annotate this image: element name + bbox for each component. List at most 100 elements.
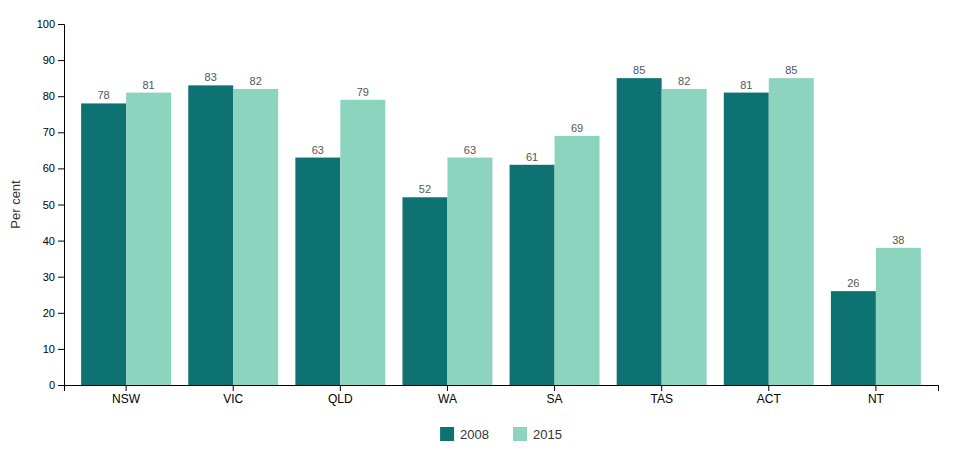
data-label: 82 <box>678 75 690 87</box>
bar <box>769 78 814 385</box>
bar <box>126 93 171 385</box>
bar <box>724 93 769 385</box>
y-tick: 70 <box>43 126 64 138</box>
y-tick: 10 <box>43 343 64 355</box>
data-label: 61 <box>526 151 538 163</box>
y-axis: 0 10 20 30 40 50 60 70 80 90 100 <box>37 18 65 391</box>
x-tick-label: TAS <box>650 392 672 406</box>
data-label: 78 <box>98 89 110 101</box>
x-tick-label: NT <box>868 392 885 406</box>
bar <box>510 165 555 385</box>
plot-area: 0 10 20 30 40 50 60 70 80 90 100 NSW VIC QLD WA SA TAS AC… <box>8 18 939 406</box>
y-tick: 40 <box>43 235 64 247</box>
bar <box>295 158 340 385</box>
bar <box>340 100 385 385</box>
x-tick: SA <box>547 385 563 406</box>
bar-series <box>81 78 876 385</box>
x-tick-label: ACT <box>757 392 782 406</box>
x-tick-label: NSW <box>112 392 141 406</box>
y-tick-mark <box>58 96 64 97</box>
legend: 2008 2015 <box>440 427 562 442</box>
legend-label: 2008 <box>460 427 489 442</box>
y-tick-label: 0 <box>49 379 55 391</box>
data-label: 38 <box>892 234 904 246</box>
axis-line <box>65 386 939 392</box>
y-tick-label: 50 <box>43 199 55 211</box>
bars <box>81 78 921 385</box>
y-tick: 60 <box>43 162 64 174</box>
y-tick: 80 <box>43 90 64 102</box>
bar <box>831 291 876 385</box>
bar <box>402 197 447 385</box>
bar <box>188 85 233 385</box>
legend-item: 2008 <box>440 427 489 442</box>
data-label: 52 <box>419 183 431 195</box>
bar <box>876 248 921 385</box>
y-tick-label: 80 <box>43 90 55 102</box>
y-tick: 100 <box>37 18 64 30</box>
y-tick: 90 <box>43 54 64 66</box>
y-tick: 0 <box>49 379 64 391</box>
data-label: 63 <box>464 144 476 156</box>
x-tick-mark <box>661 385 662 391</box>
data-label: 83 <box>205 71 217 83</box>
y-tick-mark <box>58 60 64 61</box>
y-tick-label: 100 <box>37 18 55 30</box>
x-tick-mark <box>768 385 769 391</box>
bar <box>555 136 600 385</box>
y-tick-label: 10 <box>43 343 55 355</box>
x-axis: NSW VIC QLD WA SA TAS ACT NT <box>65 385 939 406</box>
x-tick: WA <box>438 385 457 406</box>
y-tick-label: 70 <box>43 126 55 138</box>
y-tick-mark <box>58 24 64 25</box>
x-tick: VIC <box>223 385 243 406</box>
bar-series <box>126 78 921 385</box>
bar <box>662 89 707 385</box>
x-tick-label: VIC <box>223 392 243 406</box>
x-tick-label: WA <box>438 392 457 406</box>
bar <box>447 158 492 385</box>
data-label: 82 <box>250 75 262 87</box>
y-tick-mark <box>58 205 64 206</box>
data-label: 26 <box>847 277 859 289</box>
x-tick-label: SA <box>547 392 563 406</box>
data-label: 69 <box>571 122 583 134</box>
y-tick-mark <box>58 277 64 278</box>
data-label: 85 <box>633 64 645 76</box>
chart: 0 10 20 30 40 50 60 70 80 90 100 NSW VIC QLD WA SA TAS AC… <box>0 0 958 463</box>
y-tick-mark <box>58 168 64 169</box>
x-tick: NSW <box>112 385 141 406</box>
y-tick-label: 90 <box>43 54 55 66</box>
y-tick-label: 30 <box>43 271 55 283</box>
y-tick-mark <box>58 132 64 133</box>
legend-label: 2015 <box>533 427 562 442</box>
y-tick: 30 <box>43 271 64 283</box>
x-tick: ACT <box>757 385 782 406</box>
legend-swatch <box>440 427 454 441</box>
data-label: 81 <box>142 79 154 91</box>
x-tick-mark <box>340 385 341 391</box>
data-label: 79 <box>357 86 369 98</box>
bar <box>617 78 662 385</box>
y-tick-label: 20 <box>43 307 55 319</box>
y-tick-mark <box>58 241 64 242</box>
x-tick-mark <box>875 385 876 391</box>
bar <box>81 103 126 385</box>
x-tick-mark <box>554 385 555 391</box>
x-tick: NT <box>868 385 885 406</box>
data-label: 63 <box>312 144 324 156</box>
axis-line <box>58 25 65 386</box>
y-axis-title: Per cent <box>8 180 23 229</box>
x-tick: TAS <box>650 385 672 406</box>
x-tick-mark <box>233 385 234 391</box>
y-tick-mark <box>58 349 64 350</box>
x-tick-mark <box>447 385 448 391</box>
bar <box>233 89 278 385</box>
y-tick-mark <box>58 313 64 314</box>
y-tick-label: 60 <box>43 162 55 174</box>
data-label: 81 <box>740 79 752 91</box>
y-tick-mark <box>58 385 64 386</box>
data-label: 85 <box>785 64 797 76</box>
y-tick-label: 40 <box>43 235 55 247</box>
x-tick-label: QLD <box>328 392 353 406</box>
